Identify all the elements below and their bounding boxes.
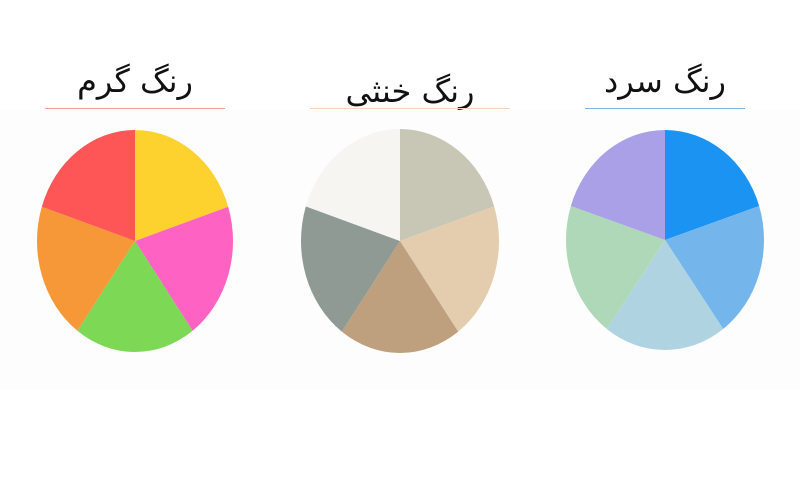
cool-pie-slice-4 [566,206,665,329]
cool-title-underline [585,108,745,109]
warm-pie-slice-4 [37,206,135,331]
neutral-pie-slice-1 [400,129,495,241]
warm-pie-slice-1 [135,130,229,241]
cool-pie-slice-1 [665,130,760,240]
warm-pie-slice-5 [41,130,135,241]
cool-pie-slice-5 [570,130,665,240]
neutral-pie-slice-5 [305,129,400,241]
cool-pie-slice-2 [665,206,764,329]
cool-pie-slice-3 [606,240,724,351]
warm-chart-title: رنگ گرم [77,62,193,100]
neutral-title-underline [310,108,510,109]
warm-pie-slice-3 [77,241,193,352]
neutral-pie-slice-3 [341,241,459,353]
neutral-pie-slice-4 [301,206,400,332]
cool-chart-title: رنگ سرد [604,62,726,100]
neutral-pie-slice-2 [400,206,500,332]
warm-title-underline [45,108,225,109]
warm-pie-slice-2 [135,206,234,331]
neutral-chart-title: رنگ خنثی [345,72,475,110]
